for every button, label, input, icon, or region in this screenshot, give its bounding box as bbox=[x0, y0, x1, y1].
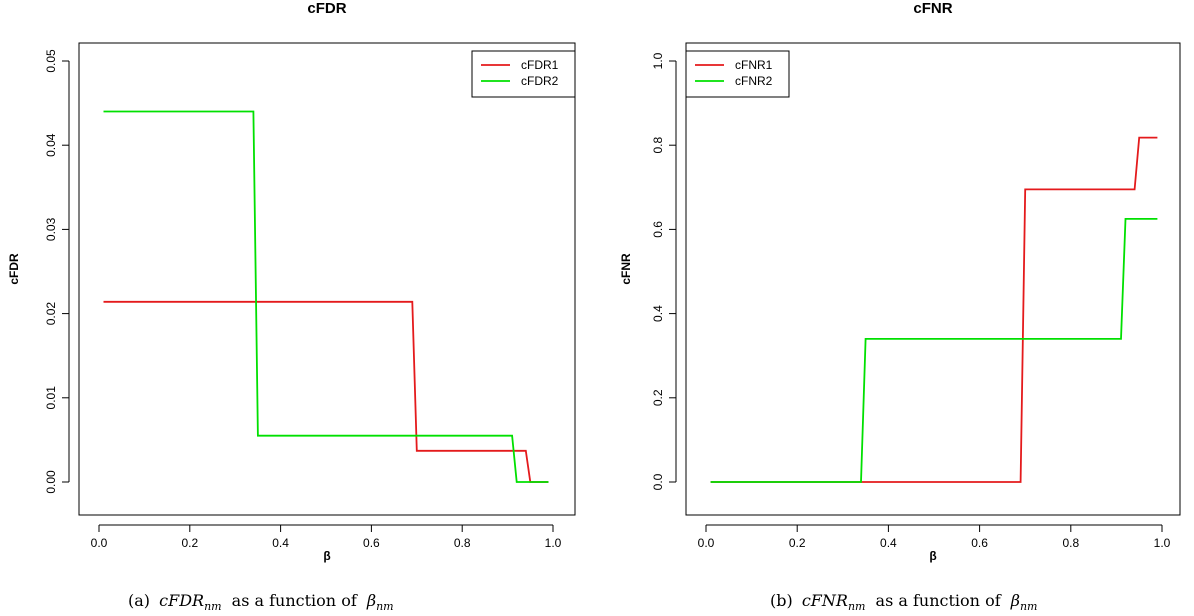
x-tick-label: 0.8 bbox=[1062, 536, 1079, 550]
caption-math1: cFNR bbox=[802, 591, 848, 610]
y-tick-label: 0.00 bbox=[44, 470, 58, 494]
x-tick-label: 0.2 bbox=[181, 536, 198, 550]
x-tick-label: 0.8 bbox=[454, 536, 471, 550]
caption-sub2: nm bbox=[1020, 600, 1038, 613]
caption-sub1: nm bbox=[204, 600, 222, 613]
caption: (a) cFDRnm as a function of βnm bbox=[128, 591, 394, 614]
y-tick-label: 0.01 bbox=[44, 386, 58, 410]
caption-math2: β bbox=[1010, 591, 1020, 610]
series-layer bbox=[710, 136, 1158, 483]
y-tick-label: 0.03 bbox=[44, 217, 58, 241]
caption: (b) cFNRnm as a function of βnm bbox=[770, 591, 1037, 614]
y-tick-label: 0.4 bbox=[651, 305, 665, 322]
chart-title: cFNR bbox=[913, 0, 952, 17]
caption-math1: cFDR bbox=[159, 591, 204, 610]
y-axis-label: cFNR bbox=[619, 253, 633, 285]
x-tick-label: 0.0 bbox=[91, 536, 108, 550]
legend-box bbox=[471, 50, 576, 98]
y-tick-label: 0.2 bbox=[651, 389, 665, 406]
y-axis: 0.0 0.2 0.4 0.6 0.8 1.0 bbox=[651, 52, 677, 490]
legend-label: cFDR2 bbox=[521, 74, 559, 88]
caption-text: as a function of bbox=[232, 591, 358, 610]
legend: cFDR1 cFDR2 bbox=[471, 50, 576, 98]
y-axis: 0.00 0.01 0.02 0.03 0.04 0.05 bbox=[44, 49, 70, 494]
x-tick-label: 0.6 bbox=[971, 536, 988, 550]
y-tick-label: 0.02 bbox=[44, 302, 58, 326]
x-axis-label: β bbox=[929, 549, 936, 563]
legend-box bbox=[685, 50, 790, 98]
x-tick-label: 0.4 bbox=[880, 536, 897, 550]
legend-label: cFNR2 bbox=[735, 74, 773, 88]
y-tick-label: 0.05 bbox=[44, 49, 58, 73]
series-line-cFNR2 bbox=[710, 217, 1158, 483]
panel-cfnr: cFNR 0.0 0.2 0.4 0.6 0.8 1.0 0.0 0.2 0.4 0.6 0.8 1… bbox=[619, 0, 1181, 614]
series-line-cFDR2 bbox=[103, 110, 549, 483]
series-line-cFNR1 bbox=[710, 136, 1158, 483]
caption-sub2: nm bbox=[376, 600, 394, 613]
plot-frame bbox=[78, 42, 576, 516]
legend-label: cFDR1 bbox=[521, 58, 559, 72]
panel-cfdr: cFDR 0.0 0.2 0.4 0.6 0.8 1.0 0.00 0.01 0.02 0.03… bbox=[7, 0, 576, 614]
x-tick-label: 0.6 bbox=[363, 536, 380, 550]
plot-frame bbox=[685, 42, 1181, 516]
y-tick-label: 0.8 bbox=[651, 137, 665, 154]
y-tick-label: 0.0 bbox=[651, 473, 665, 490]
legend: cFNR1 cFNR2 bbox=[685, 50, 790, 98]
x-tick-label: 0.0 bbox=[698, 536, 715, 550]
caption-text: as a function of bbox=[876, 591, 1002, 610]
y-axis-label: cFDR bbox=[7, 253, 21, 285]
caption-sub1: nm bbox=[848, 600, 866, 613]
caption-prefix: (b) bbox=[770, 591, 793, 610]
y-tick-label: 0.6 bbox=[651, 221, 665, 238]
x-axis: 0.0 0.2 0.4 0.6 0.8 1.0 bbox=[698, 524, 1171, 550]
series-layer bbox=[103, 110, 549, 483]
y-tick-label: 0.04 bbox=[44, 133, 58, 157]
x-tick-label: 1.0 bbox=[545, 536, 562, 550]
legend-label: cFNR1 bbox=[735, 58, 773, 72]
x-tick-label: 1.0 bbox=[1154, 536, 1171, 550]
x-tick-label: 0.2 bbox=[789, 536, 806, 550]
caption-math2: β bbox=[366, 591, 376, 610]
chart-title: cFDR bbox=[307, 0, 346, 17]
y-tick-label: 1.0 bbox=[651, 52, 665, 69]
x-axis: 0.0 0.2 0.4 0.6 0.8 1.0 bbox=[91, 524, 562, 550]
x-tick-label: 0.4 bbox=[272, 536, 289, 550]
series-line-cFDR1 bbox=[103, 300, 549, 483]
x-axis-label: β bbox=[323, 549, 330, 563]
caption-prefix: (a) bbox=[128, 591, 150, 610]
